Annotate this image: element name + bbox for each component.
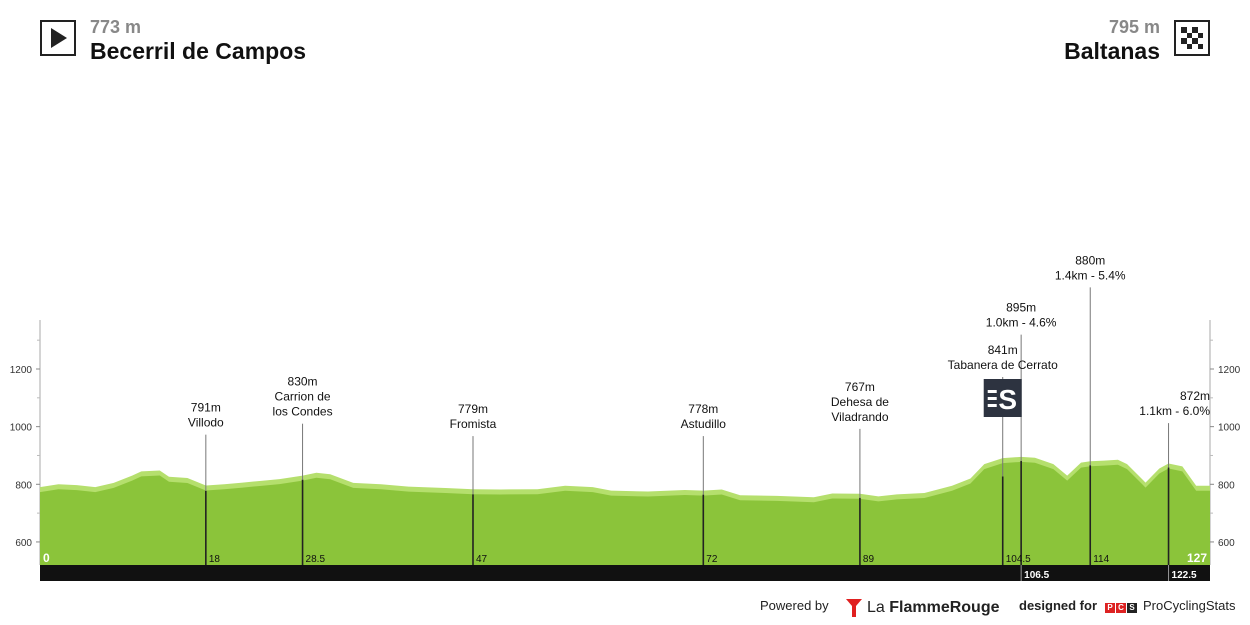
km-label-endpoint: 0	[43, 551, 50, 565]
marker-label: Astudillo	[681, 417, 727, 431]
km-label-bar: 122.5	[1172, 570, 1197, 581]
pcs-letter-c: C	[1116, 603, 1126, 613]
km-label: 104.5	[1006, 554, 1031, 565]
marker-label: Dehesa de	[831, 395, 889, 409]
y-tick-label-left: 1000	[10, 423, 33, 434]
y-tick-label-right: 1200	[1218, 365, 1241, 376]
marker-label: los Condes	[273, 405, 333, 419]
km-label: 72	[706, 554, 718, 565]
marker-label: 830m	[288, 375, 318, 389]
marker-label: 1.1km - 6.0%	[1139, 404, 1210, 418]
km-label: 18	[209, 554, 221, 565]
y-tick-label-left: 1200	[10, 365, 33, 376]
sprint-icon-stripe	[987, 390, 997, 393]
distance-bar	[40, 565, 1210, 581]
y-tick-label-right: 800	[1218, 480, 1235, 491]
procyclingstats-text: ProCyclingStats	[1143, 598, 1236, 613]
finish-name: Baltanas	[1064, 38, 1160, 64]
km-label: 114	[1093, 554, 1109, 565]
flamme-rouge-logo[interactable]: La FlammeRouge	[845, 598, 1000, 618]
marker-label: 841m	[988, 343, 1018, 357]
profile-area	[40, 461, 1210, 565]
km-label: 89	[863, 554, 875, 565]
marker-label: Villodo	[188, 416, 224, 430]
y-tick-label-left: 800	[15, 480, 32, 491]
sprint-icon-letter: S	[998, 384, 1017, 415]
finish-flag-icon	[1174, 20, 1210, 56]
marker-label: 895m	[1006, 301, 1036, 315]
marker-label: 779m	[458, 402, 488, 416]
marker-label: Carrion de	[275, 390, 331, 404]
start-header: 773 m Becerril de Campos	[40, 16, 306, 64]
km-label-endpoint: 127	[1187, 551, 1207, 565]
flamme-rouge-icon	[846, 599, 862, 617]
marker-label: 767m	[845, 380, 875, 394]
sprint-icon-stripe	[987, 404, 997, 407]
marker-label: 872m	[1180, 389, 1210, 403]
y-tick-label-right: 1000	[1218, 423, 1241, 434]
finish-altitude: 795 m	[1108, 17, 1160, 37]
y-tick-label-right: 600	[1218, 538, 1235, 549]
finish-header: 795 m Baltanas	[1064, 16, 1210, 64]
marker-label: 1.4km - 5.4%	[1055, 268, 1126, 282]
marker-label: 1.0km - 4.6%	[986, 316, 1057, 330]
marker-label: Viladrando	[831, 410, 888, 424]
start-flag-icon	[40, 20, 76, 56]
designed-for-label: designed for	[1019, 598, 1098, 613]
marker-label: 880m	[1075, 253, 1105, 267]
powered-by-label: Powered by	[760, 598, 829, 613]
km-label: 28.5	[306, 554, 326, 565]
marker-label: Fromista	[450, 417, 497, 431]
flamme-rouge-text: FlammeRouge	[889, 599, 1000, 616]
km-label-bar: 106.5	[1024, 570, 1049, 581]
sprint-icon-stripe	[987, 397, 997, 400]
pcs-letter-p: P	[1105, 603, 1115, 613]
start-name: Becerril de Campos	[90, 38, 307, 64]
marker-label: 778m	[688, 402, 718, 416]
km-label: 47	[476, 554, 488, 565]
start-altitude: 773 m	[90, 17, 142, 37]
flamme-rouge-la: La	[867, 599, 890, 616]
marker-label: Tabanera de Cerrato	[948, 358, 1058, 372]
pcs-letter-s: S	[1127, 603, 1137, 613]
marker-label: 791m	[191, 401, 221, 415]
y-tick-label-left: 600	[15, 538, 32, 549]
